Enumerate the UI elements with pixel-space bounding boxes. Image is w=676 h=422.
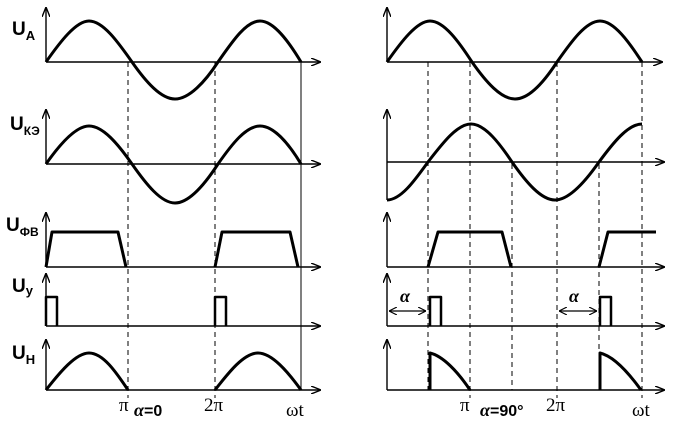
- right-alpha-label: α=90°: [480, 400, 524, 420]
- right-alpha-mark-2: α: [569, 286, 580, 306]
- label-ufv: UФВ: [6, 215, 39, 239]
- right-ua-wave: [385, 19, 644, 101]
- left-ua-row: [44, 8, 320, 101]
- right-pi-label: π: [460, 395, 470, 416]
- right-un-row: [387, 340, 664, 390]
- right-uy-pulse: [428, 295, 443, 326]
- left-uy-pulse: [44, 295, 59, 326]
- left-uke-row: [44, 110, 320, 205]
- right-uke-wave: [386, 122, 643, 202]
- left-ua-wave: [44, 19, 303, 101]
- right-ufv-wave: [426, 230, 513, 268]
- label-un: UН: [12, 343, 35, 367]
- left-un-wave: [44, 351, 130, 391]
- left-un-row: [46, 340, 320, 390]
- right-uke-row: [386, 110, 664, 202]
- right-alpha-mark-1: α: [400, 286, 411, 306]
- label-uy: Uу: [12, 276, 34, 298]
- left-uy-row: [46, 274, 320, 326]
- right-ua-row: [385, 8, 662, 101]
- right-un-wave: [428, 351, 472, 391]
- right-panel: α α π α=90° 2π ωt: [387, 8, 664, 421]
- left-pi-label: π: [119, 395, 129, 416]
- left-alpha-label: α=0: [134, 400, 162, 420]
- left-uke-wave: [44, 124, 303, 205]
- left-ufv-row: [46, 213, 320, 267]
- right-wt-label: ωt: [632, 400, 651, 421]
- left-2pi-label: 2π: [204, 395, 224, 416]
- left-wt-label: ωt: [286, 400, 305, 421]
- right-ufv-row: [387, 213, 664, 267]
- right-uy-row: α α: [387, 274, 664, 326]
- right-2pi-label: 2π: [546, 395, 566, 416]
- label-ua: UA: [12, 19, 36, 43]
- left-panel: UA UКЭ UФВ Uу UН π α=0 2π ωt: [6, 8, 320, 421]
- left-ufv-wave: [44, 230, 128, 268]
- label-uke: UКЭ: [10, 114, 40, 138]
